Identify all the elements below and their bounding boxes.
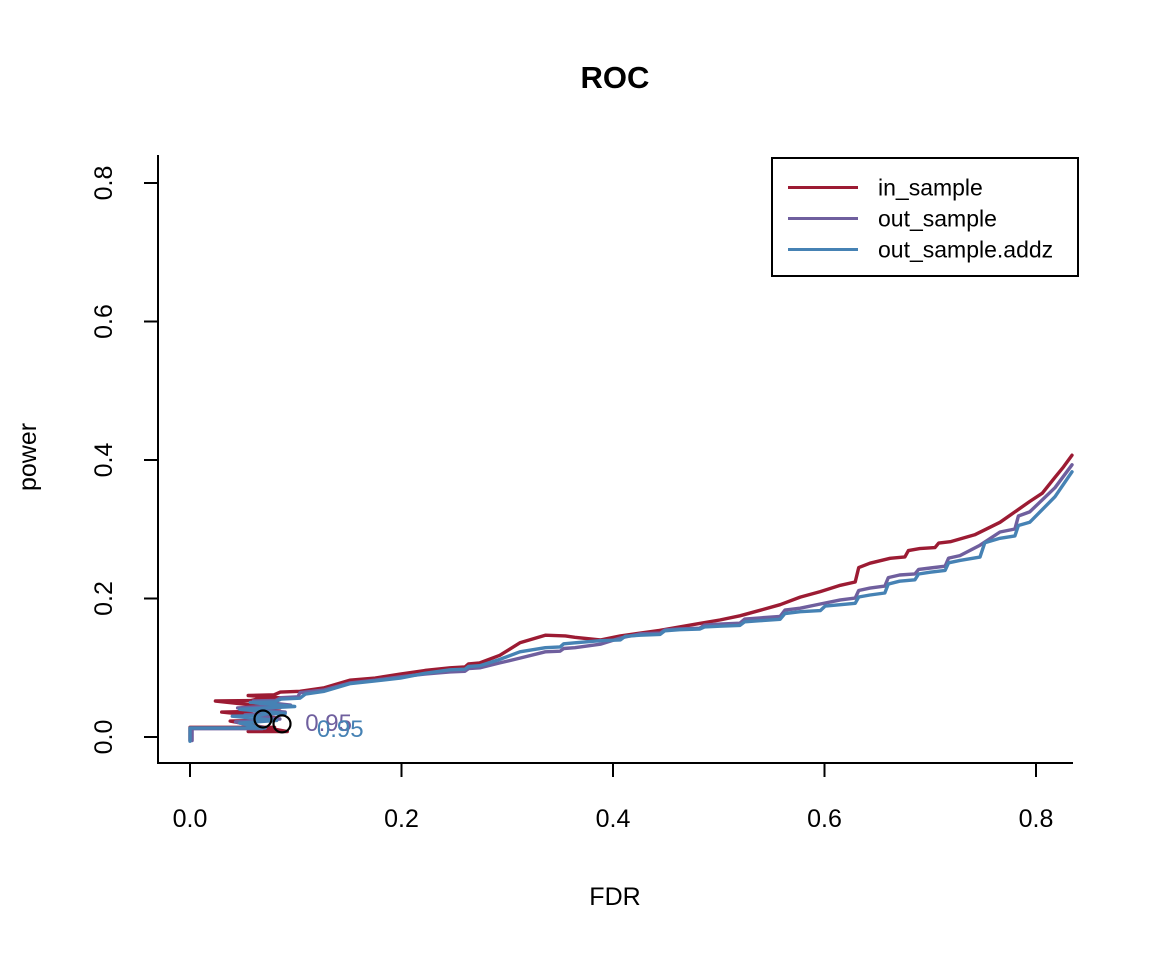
chart-title: ROC bbox=[581, 60, 650, 95]
roc-curve-out_sample bbox=[190, 463, 1074, 743]
y-axis-title: power bbox=[14, 423, 42, 491]
roc-curve-in_sample bbox=[188, 453, 1074, 743]
y-tick-label: 0.0 bbox=[90, 720, 118, 755]
x-tick-label: 0.4 bbox=[596, 805, 631, 833]
x-tick-label: 0.0 bbox=[173, 805, 208, 833]
threshold-point-circle bbox=[272, 714, 292, 734]
threshold-point-circle bbox=[253, 709, 273, 729]
roc-curves bbox=[188, 453, 1074, 743]
legend-label-out_sample.addz: out_sample.addz bbox=[878, 237, 1053, 263]
x-tick-label: 0.6 bbox=[807, 805, 842, 833]
y-tick-label: 0.2 bbox=[90, 581, 118, 616]
x-axis-title: FDR bbox=[589, 883, 640, 911]
threshold-annotations: 0.950.95 bbox=[253, 709, 364, 743]
x-tick-label: 0.8 bbox=[1019, 805, 1054, 833]
roc-curve-out_sample.addz bbox=[188, 470, 1074, 743]
y-tick-label: 0.4 bbox=[90, 443, 118, 478]
y-tick-label: 0.8 bbox=[90, 166, 118, 201]
y-tick-label: 0.6 bbox=[90, 304, 118, 339]
threshold-label: 0.95 bbox=[305, 710, 352, 737]
legend-label-out_sample: out_sample bbox=[878, 206, 997, 232]
x-tick-label: 0.2 bbox=[384, 805, 419, 833]
threshold-label: 0.95 bbox=[317, 716, 364, 743]
legend-label-in_sample: in_sample bbox=[878, 175, 983, 201]
legend: in_sample out_sample out_sample.addz bbox=[771, 157, 1079, 277]
axes: 0.0 0.2 0.4 0.6 0.8 0.0 0.2 0.4 0.6 0.8 bbox=[90, 155, 1073, 833]
